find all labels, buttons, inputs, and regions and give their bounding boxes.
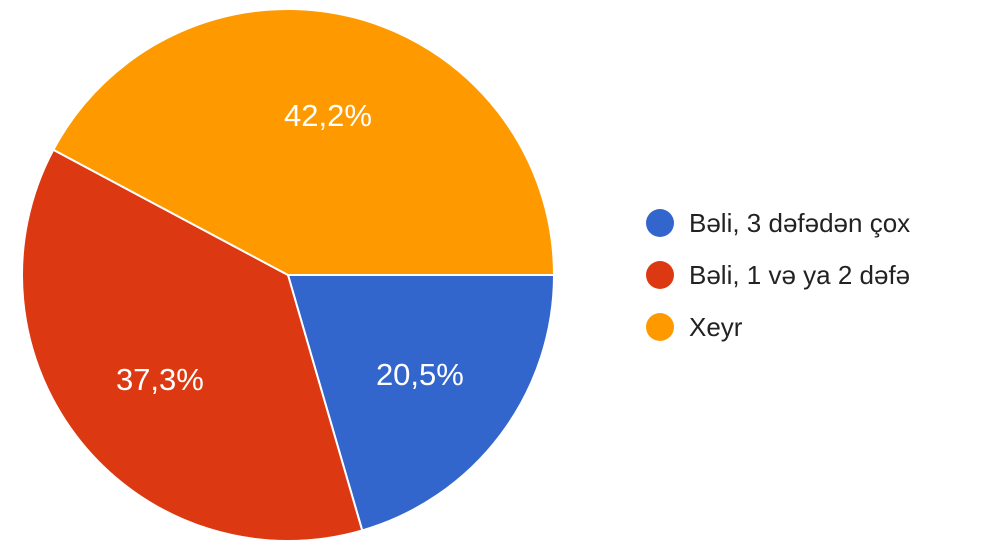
pie-slices (21, 8, 555, 542)
legend-item-no: Xeyr (646, 312, 743, 342)
legend-label: Bəli, 3 dəfədən çox (689, 208, 910, 238)
legend: Bəli, 3 dəfədən çox Bəli, 1 və ya 2 dəfə X… (646, 208, 910, 342)
legend-swatch (646, 261, 674, 289)
legend-label: Bəli, 1 və ya 2 dəfə (689, 260, 910, 290)
legend-label: Xeyr (689, 312, 743, 342)
pie-slice-no (52, 8, 555, 276)
slice-label-no: 42,2% (284, 98, 372, 133)
pie-slice-more-than-3-times (287, 274, 555, 532)
pie-slice-once-or-twice (21, 148, 364, 542)
legend-swatch (646, 209, 674, 237)
legend-item-once-or-twice: Bəli, 1 və ya 2 dəfə (646, 260, 910, 290)
legend-item-more-than-3-times: Bəli, 3 dəfədən çox (646, 208, 910, 238)
pie-slice-labels: 20,5% 37,3% 42,2% (116, 98, 464, 397)
legend-swatch (646, 313, 674, 341)
slice-label-more-than-3-times: 20,5% (376, 357, 464, 392)
slice-label-once-or-twice: 37,3% (116, 362, 204, 397)
